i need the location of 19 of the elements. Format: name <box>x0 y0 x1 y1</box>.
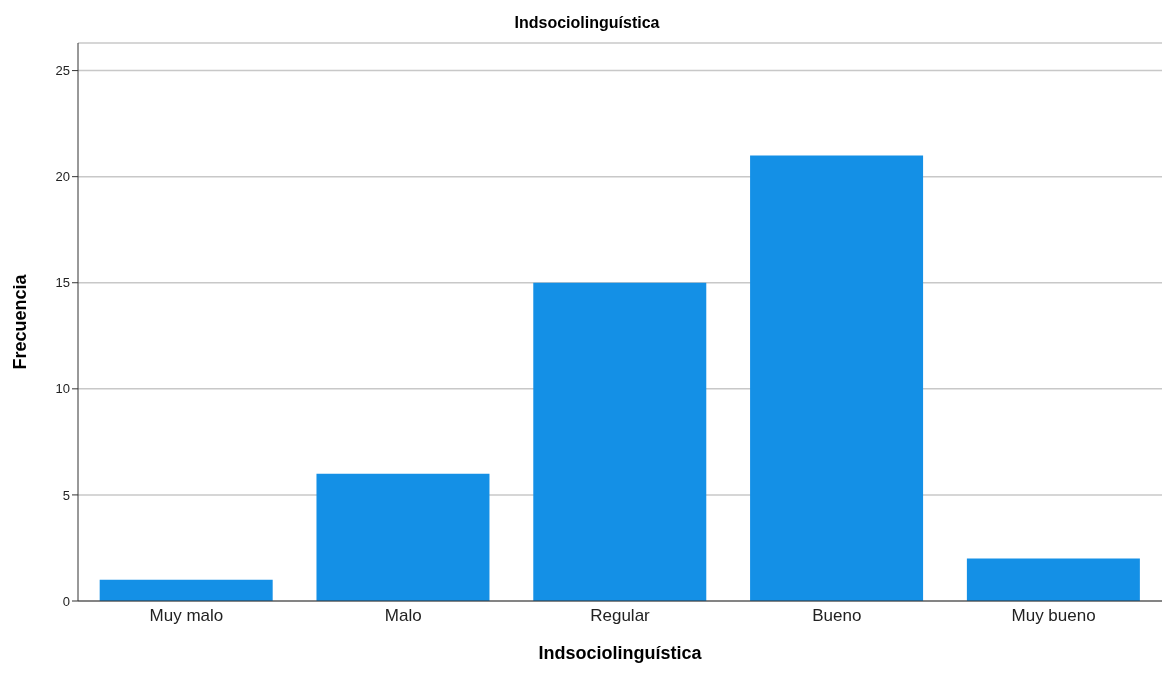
x-tick-label: Muy malo <box>149 606 224 626</box>
bar <box>966 558 1140 601</box>
bar <box>750 155 924 601</box>
y-tick-label: 20 <box>55 169 70 185</box>
bar <box>316 473 490 601</box>
x-tick-label: Bueno <box>812 606 862 626</box>
y-axis-title: Frecuencia <box>10 273 31 370</box>
chart-title: Indsociolinguística <box>513 14 661 32</box>
x-tick-label: Malo <box>384 606 422 626</box>
x-tick-label: Muy bueno <box>1011 606 1096 626</box>
x-tick-label: Regular <box>590 606 651 626</box>
x-axis-title: Indsociolinguística <box>538 643 703 663</box>
y-tick-label: 5 <box>62 487 70 503</box>
y-tick-label: 15 <box>55 275 70 291</box>
y-tick-label: 10 <box>55 381 70 397</box>
bar <box>533 282 707 601</box>
bar <box>99 579 273 601</box>
y-tick-label: 25 <box>55 63 70 79</box>
y-tick-label: 0 <box>62 593 70 609</box>
